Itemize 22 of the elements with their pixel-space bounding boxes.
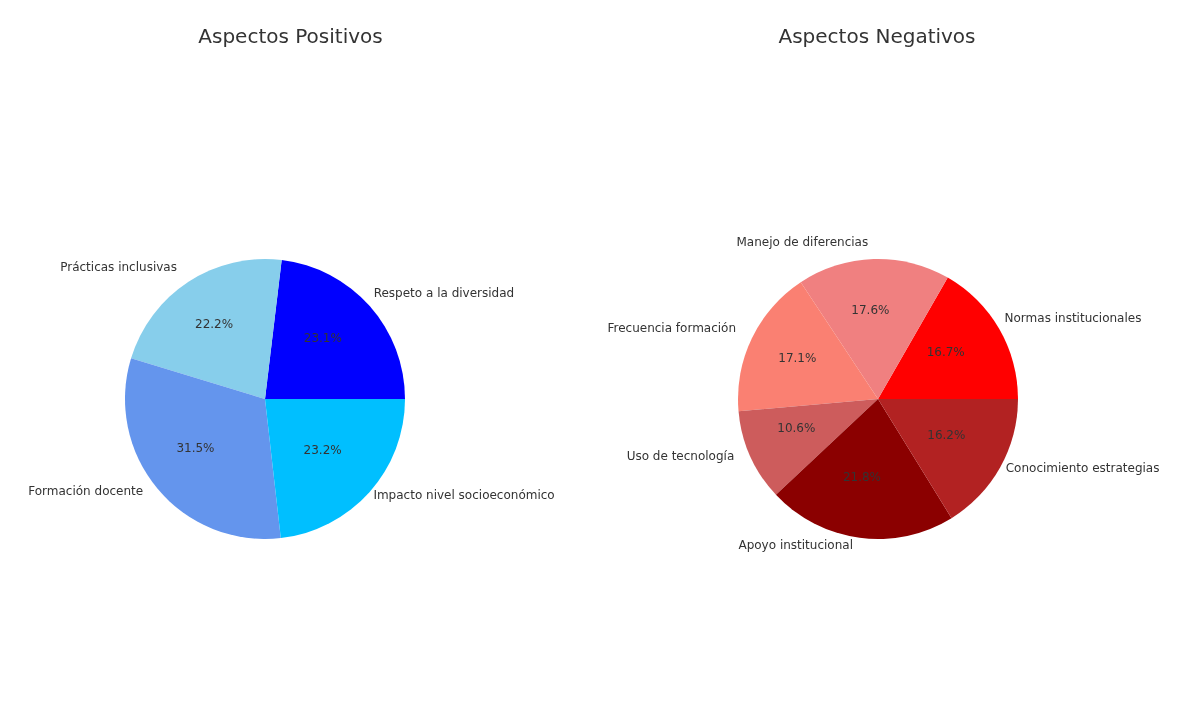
data-label: 31.5% <box>176 440 215 455</box>
data-label: 21.8% <box>842 470 882 485</box>
chart-title: Aspectos Negativos <box>777 23 977 50</box>
slice-label: Formación docente <box>28 484 144 499</box>
data-label: 23.2% <box>303 442 342 457</box>
data-label: 23.1% <box>303 331 342 346</box>
slice-label: Respeto a la diversidad <box>373 286 515 301</box>
data-label: 10.6% <box>777 421 816 436</box>
data-label: 17.1% <box>778 350 817 365</box>
slice-label: Apoyo institucional <box>738 537 853 552</box>
data-label: 17.6% <box>851 303 890 318</box>
slice-label: Conocimiento estrategias <box>1005 461 1160 476</box>
slice-label: Uso de tecnología <box>626 449 735 464</box>
slice-label: Prácticas inclusivas <box>60 259 177 274</box>
data-label: 22.2% <box>195 316 234 331</box>
slice-label: Manejo de diferencias <box>736 235 869 250</box>
chart-title: Aspectos Positivos <box>197 23 384 50</box>
slice-label: Normas institucionales <box>1004 310 1142 325</box>
data-label: 16.2% <box>927 427 966 442</box>
slice-label: Impacto nivel socioeconómico <box>373 488 555 503</box>
slice-label: Frecuencia formación <box>607 320 737 335</box>
data-label: 16.7% <box>926 344 965 359</box>
